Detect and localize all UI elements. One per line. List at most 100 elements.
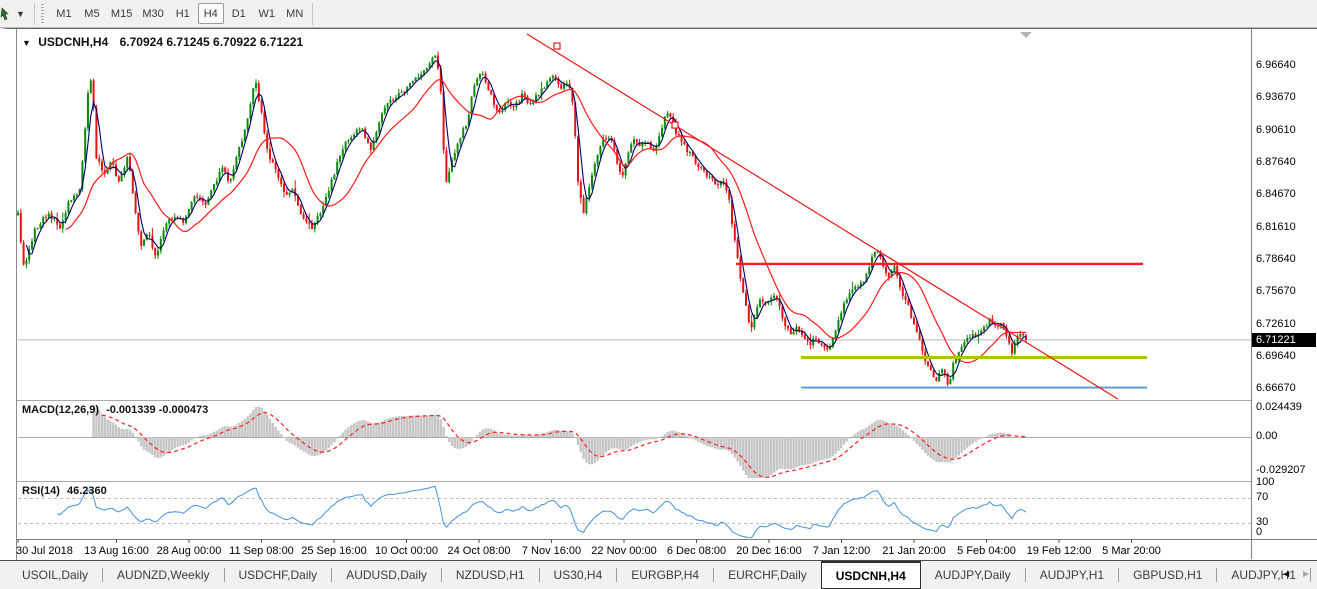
timeframe-button-m5[interactable]: M5 (84, 8, 100, 20)
timeframe-button-mn[interactable]: MN (286, 8, 304, 20)
tab-audjpy-h1[interactable]: AUDJPY,H1 (1039, 568, 1105, 582)
timeframe-button-w1[interactable]: W1 (258, 8, 275, 20)
price-axis-tick: 6.78640 (1256, 252, 1296, 265)
time-axis-label: 21 Jan 20:00 (882, 545, 946, 557)
time-axis-label: 7 Nov 16:00 (521, 545, 582, 557)
rsi-axis-tick: 30 (1256, 516, 1269, 528)
tab-divider (713, 568, 715, 582)
price-axis-tick: 6.75670 (1256, 284, 1296, 297)
tab-scroll-left-icon[interactable]: ◄ (1281, 569, 1292, 580)
timeframe-button-m15[interactable]: M15 (110, 8, 133, 20)
candles-layer (17, 51, 1027, 387)
macd-current-values: -0.001339 -0.000473 (106, 404, 209, 416)
rsi-indicator-label: RSI(14) 46.2360 (22, 485, 107, 497)
time-axis-label: 10 Oct 00:00 (375, 545, 438, 557)
price-axis-tick: 6.84670 (1256, 187, 1296, 200)
time-axis-label: 6 Dec 08:00 (666, 545, 727, 557)
price-axis-tick: 6.90610 (1256, 123, 1296, 136)
tab-gbpusd-h1[interactable]: GBPUSD,H1 (1133, 568, 1203, 582)
current-price-tag: 6.71221 (1252, 333, 1316, 347)
time-axis-label: 7 Jan 12:00 (812, 545, 871, 557)
tab-divider (1024, 568, 1026, 582)
macd-axis-tick: -0.029207 (1256, 464, 1306, 476)
tab-audjpy-daily[interactable]: AUDJPY,Daily (934, 568, 1011, 582)
tab-divider (616, 568, 618, 582)
macd-indicator-label: MACD(12,26,9) -0.001339 -0.000473 (22, 404, 209, 416)
time-axis-label: 28 Aug 00:00 (156, 545, 222, 557)
tab-eurchf-daily[interactable]: EURCHF,Daily (728, 568, 807, 582)
price-axis-tick: 6.93670 (1256, 91, 1296, 103)
tab-divider (440, 568, 442, 582)
tab-audjpy-h1[interactable]: AUDJPY,H1 (1231, 568, 1296, 582)
trendline-anchor (553, 42, 561, 50)
time-axis-label: 13 Aug 16:00 (84, 545, 149, 557)
macd-axis-tick: 0.024439 (1256, 401, 1302, 413)
rsi-current-value: 46.2360 (66, 485, 107, 497)
rsi-axis-tick: 100 (1256, 476, 1275, 488)
macd-axis-tick: 0.00 (1256, 430, 1278, 442)
chart-window: ▼ USDCNH,H4 6.70924 6.71245 6.70922 6.71… (0, 28, 1317, 561)
moving-averages-layer (25, 60, 1027, 378)
timeframe-button-m1[interactable]: M1 (56, 8, 72, 20)
timeframe-button-h1[interactable]: H1 (175, 8, 190, 20)
tab-divider (1216, 568, 1218, 582)
tool-dropdown-caret-icon[interactable]: ▼ (16, 8, 25, 19)
timeframe-buttons: M1 M5 M15 M30 H1 H4 D1 W1 MN (50, 3, 309, 24)
chart-ohlc-values: 6.70924 6.71245 6.70922 6.71221 (119, 35, 304, 49)
rsi-axis-tick: 70 (1256, 491, 1269, 503)
tab-divider (102, 568, 104, 582)
chart-title-caret-icon[interactable]: ▼ (22, 38, 31, 48)
trendline-anchor (671, 121, 679, 129)
tab-divider (538, 568, 540, 582)
current-bar-marker-icon (1020, 32, 1032, 38)
tab-audusd-daily[interactable]: AUDUSD,Daily (346, 568, 427, 582)
toolbar-separator (33, 2, 35, 25)
tab-scroll-right-icon[interactable]: ► (1301, 569, 1311, 580)
tab-usoil-daily[interactable]: USOIL,Daily (22, 568, 89, 582)
rsi-axis-tick: 0 (1256, 526, 1263, 538)
chart-symbol-period: USDCNH,H4 (38, 35, 109, 49)
price-axis-tick: 6.81610 (1256, 220, 1296, 233)
time-axis-label: 19 Feb 12:00 (1026, 545, 1092, 557)
time-axis-label: 5 Mar 20:00 (1102, 545, 1161, 557)
timeframe-button-d1[interactable]: D1 (231, 8, 246, 20)
price-axis-tick: 6.96640 (1256, 59, 1296, 71)
crosshair-tool-icon[interactable] (0, 6, 14, 22)
timeframe-toolbar: ▼ M1 M5 M15 M30 H1 H4 D1 W1 MN (0, 0, 1317, 28)
tab-divider (1309, 568, 1311, 582)
tab-divider (1118, 568, 1120, 582)
chart-title: ▼ USDCNH,H4 6.70924 6.71245 6.70922 6.71… (22, 35, 303, 49)
price-axis-tick: 6.87640 (1256, 155, 1296, 168)
tab-usdchf-daily[interactable]: USDCHF,Daily (238, 568, 318, 582)
toolbar-separator (311, 2, 313, 25)
price-axis-tick: 6.66670 (1256, 381, 1296, 394)
time-axis-label: 24 Oct 08:00 (447, 545, 511, 557)
timeframe-button-m30[interactable]: M30 (142, 8, 164, 20)
tab-divider (331, 568, 333, 582)
tab-scroll-arrows: ◄ ► (1281, 560, 1311, 589)
price-axis-tick: 6.72610 (1256, 317, 1296, 330)
tab-us30-h4[interactable]: US30,H4 (553, 568, 603, 582)
chart-window-left-border (16, 29, 17, 561)
toolbar-grip-handle[interactable] (40, 3, 44, 24)
rsi-pane (18, 486, 1251, 539)
macd-pane (18, 404, 1251, 478)
price-chart-canvas[interactable] (8, 29, 1317, 561)
descending-trendline (526, 33, 1119, 400)
drawn-objects-layer (526, 33, 1147, 400)
tab-eurgbp-h4[interactable]: EURGBP,H4 (631, 568, 700, 582)
tab-audnzd-weekly[interactable]: AUDNZD,Weekly (117, 568, 210, 582)
timeframe-button-h4[interactable]: H4 (197, 3, 224, 24)
price-axis-tick: 6.69640 (1256, 349, 1296, 362)
time-axis-label: 11 Sep 08:00 (229, 545, 294, 557)
time-axis-label: 22 Nov 00:00 (591, 545, 657, 557)
time-axis-label: 25 Sep 16:00 (301, 545, 367, 557)
tab-usdcnh-h4[interactable]: USDCNH,H4 (820, 561, 921, 589)
time-axis-label: 30 Jul 2018 (16, 545, 73, 557)
time-axis-label: 5 Feb 04:00 (957, 545, 1016, 557)
tab-divider (223, 568, 225, 582)
chart-tab-bar: USOIL,Daily AUDNZD,Weekly USDCHF,Daily AUDU… (0, 560, 1317, 589)
time-axis-label: 20 Dec 16:00 (736, 545, 802, 557)
tab-nzdusd-h1[interactable]: NZDUSD,H1 (455, 568, 525, 582)
